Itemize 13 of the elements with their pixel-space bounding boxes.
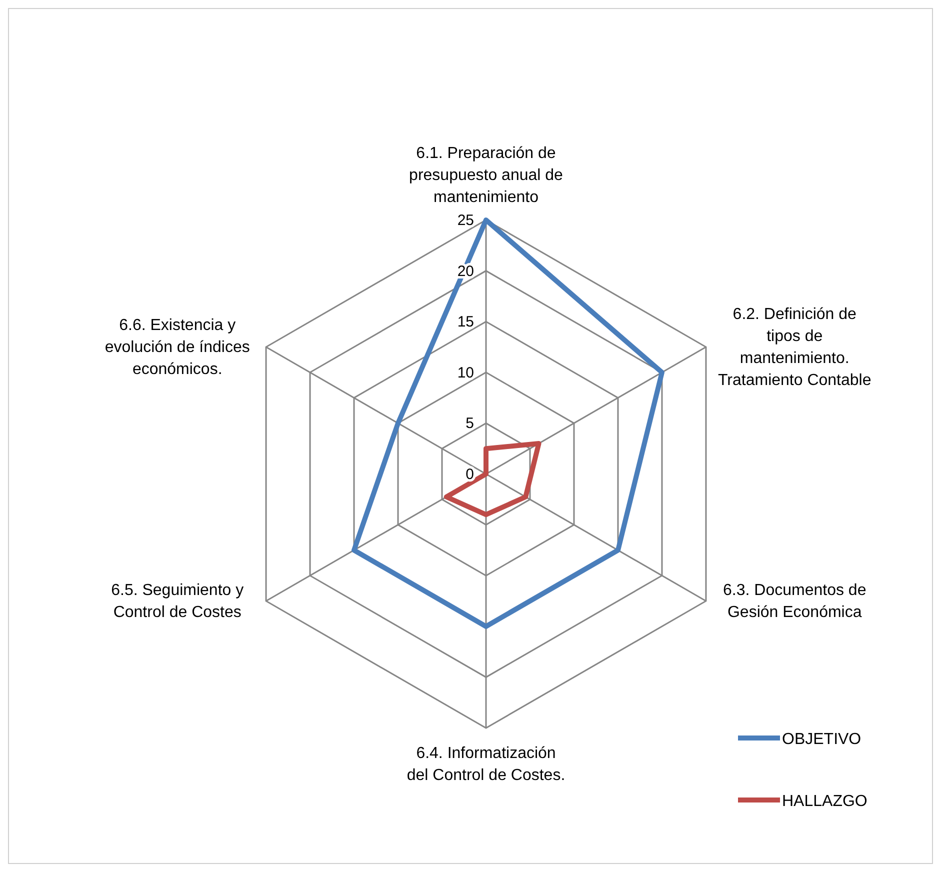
legend-label: HALLAZGO [782,793,868,810]
spoke-label: 6.2. Definición de tipos de mantenimiento. Tratamiento Contable [718,306,872,389]
y-tick-label: 15 [457,314,474,331]
spoke-label: 6.4. Informatización del Control de Costes. [406,745,566,784]
spoke-label: 6.5. Seguimiento y Control de Costes [111,582,244,621]
spoke-label: 6.1. Preparación de presupuesto anual de mantenimiento [409,145,564,206]
y-tick-label: 5 [466,415,474,432]
spoke-label: 6.3. Documentos de Gesión Económica [723,582,866,621]
spoke-label: 6.6. Existencia y evolución de índices económicos. [104,317,250,378]
y-tick-label: 10 [457,364,474,382]
y-tick-label: 0 [466,466,474,483]
legend-label: OBJETIVO [782,731,862,748]
y-tick-label: 25 [457,212,474,229]
